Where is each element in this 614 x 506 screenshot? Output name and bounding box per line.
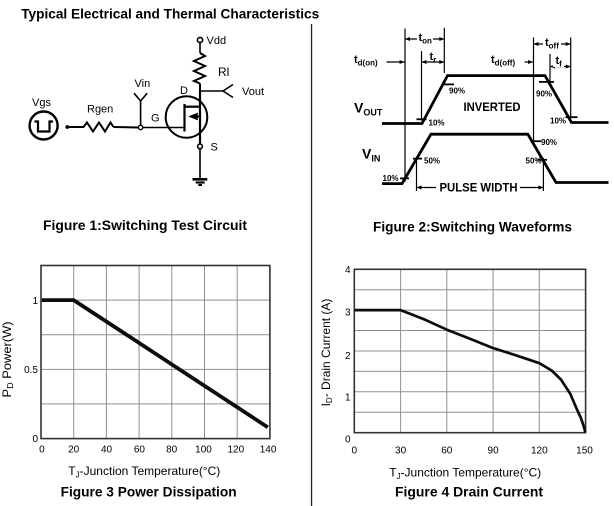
svg-text:90: 90 <box>488 446 500 457</box>
svg-text:4: 4 <box>345 265 351 276</box>
svg-text:120: 120 <box>531 446 548 457</box>
svg-text:0: 0 <box>352 446 358 457</box>
svg-text:30: 30 <box>395 446 407 457</box>
svg-text:Figure 2:Switching Waveforms: Figure 2:Switching Waveforms <box>373 220 572 235</box>
svg-text:60: 60 <box>441 446 453 457</box>
svg-text:10%: 10% <box>429 119 445 128</box>
svg-text:80: 80 <box>166 445 178 456</box>
svg-text:1: 1 <box>345 392 351 403</box>
svg-text:20: 20 <box>68 445 80 456</box>
svg-text:90%: 90% <box>449 87 465 96</box>
svg-text:60: 60 <box>134 445 146 456</box>
svg-text:td(off): td(off) <box>491 54 515 68</box>
svg-text:50%: 50% <box>424 157 440 166</box>
svg-text:ID- Drain Current (A): ID- Drain Current (A) <box>319 299 334 407</box>
svg-text:Vdd: Vdd <box>207 35 227 47</box>
svg-text:tf: tf <box>556 55 563 69</box>
svg-text:S: S <box>211 142 218 154</box>
svg-text:TJ-Junction Temperature(°C): TJ-Junction Temperature(°C) <box>68 464 220 480</box>
svg-text:tr: tr <box>430 51 437 65</box>
svg-text:Figure 1:Switching Test Circui: Figure 1:Switching Test Circuit <box>43 218 248 233</box>
svg-text:Vin: Vin <box>135 78 151 90</box>
svg-text:0: 0 <box>345 434 351 445</box>
svg-text:0: 0 <box>39 445 45 456</box>
svg-text:140: 140 <box>260 445 277 456</box>
svg-text:INVERTED: INVERTED <box>464 100 521 114</box>
svg-text:100: 100 <box>195 445 212 456</box>
svg-text:D: D <box>180 85 188 97</box>
svg-text:Rgen: Rgen <box>87 104 113 116</box>
svg-text:0.5: 0.5 <box>24 365 38 376</box>
svg-text:2: 2 <box>345 351 351 362</box>
svg-text:VIN: VIN <box>362 146 380 164</box>
svg-text:PD Power(W): PD Power(W) <box>0 322 15 398</box>
svg-text:10%: 10% <box>383 174 399 183</box>
svg-text:TJ-Junction Temperature(°C): TJ-Junction Temperature(°C) <box>389 466 541 482</box>
svg-text:40: 40 <box>101 445 113 456</box>
svg-text:Rl: Rl <box>218 65 229 79</box>
svg-text:120: 120 <box>227 445 244 456</box>
svg-text:Figure 4 Drain Current: Figure 4 Drain Current <box>395 485 544 500</box>
svg-text:Typical Electrical and Thermal: Typical Electrical and Thermal Character… <box>21 6 319 22</box>
svg-text:3: 3 <box>345 308 351 319</box>
svg-text:150: 150 <box>576 446 593 457</box>
svg-text:0: 0 <box>32 434 38 445</box>
svg-text:VOUT: VOUT <box>354 100 383 118</box>
svg-text:90%: 90% <box>541 138 557 147</box>
svg-text:PULSE WIDTH: PULSE WIDTH <box>440 181 518 195</box>
svg-text:Vout: Vout <box>242 86 264 98</box>
svg-text:G: G <box>151 113 160 125</box>
svg-text:td(on): td(on) <box>354 54 378 68</box>
svg-text:Figure 3 Power Dissipation: Figure 3 Power Dissipation <box>61 485 237 500</box>
svg-text:10%: 10% <box>550 117 566 126</box>
svg-text:1: 1 <box>32 296 38 307</box>
svg-text:Vgs: Vgs <box>32 97 51 109</box>
svg-text:50%: 50% <box>526 157 542 166</box>
svg-text:90%: 90% <box>536 90 552 99</box>
